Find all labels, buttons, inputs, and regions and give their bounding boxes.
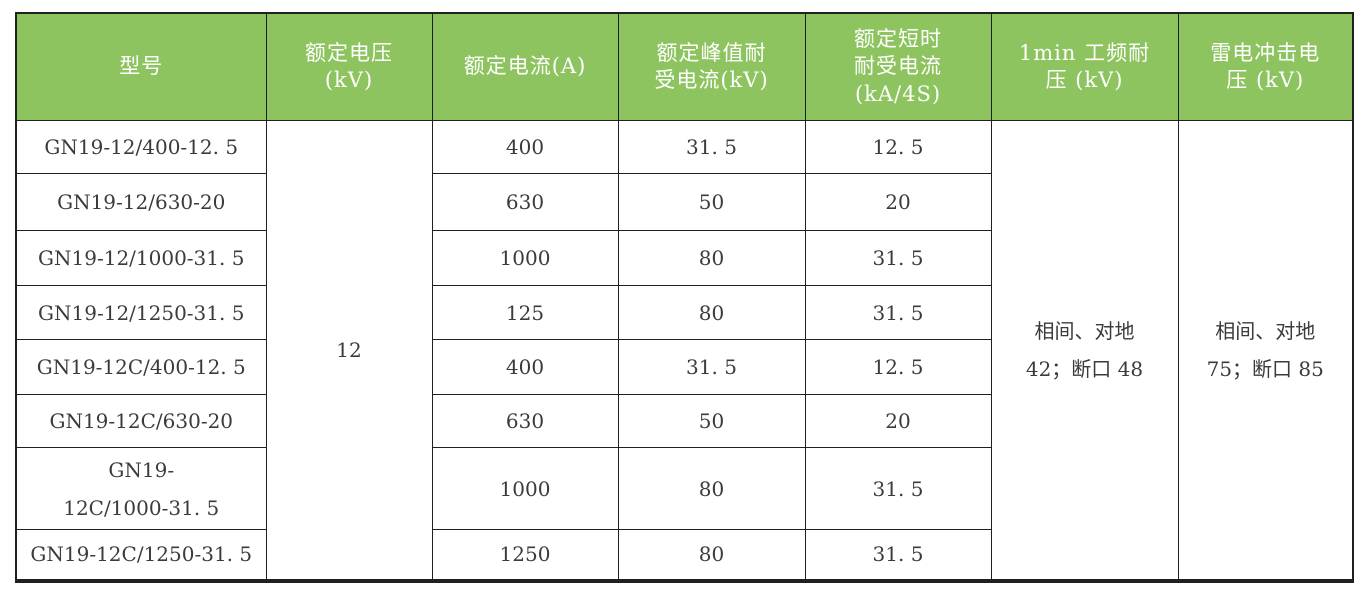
header-short-time-withstand-current: 额定短时 耐受电流 (kA/4S) [804,12,992,121]
rated-current-cell: 1000 [431,447,619,530]
model-cell: GN19- 12C/1000-31. 5 [15,447,267,530]
short-time-current-cell: 31. 5 [804,285,992,340]
model-cell: GN19-12/400-12. 5 [15,120,267,174]
table-row: GN19-12/1000-31. 5 1000 80 31. 5 [15,230,1353,286]
peak-current-cell: 80 [617,529,806,581]
header-rated-current: 额定电流(A) [431,12,619,121]
spec-table: 型号 额定电压 (kV) 额定电流(A) 额定峰值耐 受电流(kV) 额定短时 … [15,12,1354,583]
short-time-current-cell: 31. 5 [804,447,992,530]
power-frequency-withstand-merged-cell: 相间、对地 42；断口 48 [990,120,1179,581]
rated-current-cell: 1250 [431,529,619,581]
rated-current-cell: 125 [431,285,619,340]
rated-current-cell: 630 [431,394,619,448]
short-time-current-cell: 31. 5 [804,529,992,581]
table-row: GN19- 12C/1000-31. 5 1000 80 31. 5 [15,447,1353,530]
header-power-frequency-withstand-voltage: 1min 工频耐 压 (kV) [990,12,1179,121]
short-time-current-cell: 20 [804,394,992,448]
rated-current-cell: 400 [431,339,619,395]
peak-current-cell: 80 [617,447,806,530]
table-row: GN19-12/1250-31. 5 125 80 31. 5 [15,285,1353,340]
peak-current-cell: 50 [617,394,806,448]
peak-current-cell: 80 [617,285,806,340]
peak-current-cell: 50 [617,173,806,231]
header-peak-withstand-current: 额定峰值耐 受电流(kV) [617,12,806,121]
rated-voltage-merged-cell: 12 [265,120,433,581]
header-model: 型号 [15,12,267,121]
peak-current-cell: 80 [617,230,806,286]
table-row: GN19-12C/1250-31. 5 1250 80 31. 5 [15,529,1353,581]
model-cell: GN19-12/1250-31. 5 [15,285,267,340]
table-header: 型号 额定电压 (kV) 额定电流(A) 额定峰值耐 受电流(kV) 额定短时 … [15,12,1354,121]
short-time-current-cell: 12. 5 [804,120,992,174]
table-row: GN19-12/400-12. 5 12 400 31. 5 12. 5 相间、… [15,120,1354,581]
model-cell: GN19-12C/630-20 [15,394,267,448]
lightning-impulse-merged-cell: 相间、对地 75；断口 85 [1177,120,1354,581]
table-body: GN19-12/400-12. 5 12 400 31. 5 12. 5 相间、… [15,120,1354,581]
model-cell: GN19-12/630-20 [15,173,267,231]
model-cell: GN19-12/1000-31. 5 [15,230,267,286]
peak-current-cell: 31. 5 [617,120,806,174]
short-time-current-cell: 12. 5 [804,339,992,395]
short-time-current-cell: 20 [804,173,992,231]
model-cell: GN19-12C/1250-31. 5 [15,529,267,581]
rated-current-cell: 400 [431,120,619,174]
table-row: GN19-12C/630-20 630 50 20 [15,394,1353,448]
rated-current-cell: 630 [431,173,619,231]
short-time-current-cell: 31. 5 [804,230,992,286]
header-row: 型号 额定电压 (kV) 额定电流(A) 额定峰值耐 受电流(kV) 额定短时 … [15,12,1354,121]
model-cell: GN19-12C/400-12. 5 [15,339,267,395]
table-row: GN19-12C/400-12. 5 400 31. 5 12. 5 [15,339,1353,395]
header-lightning-impulse-voltage: 雷电冲击电 压 (kV) [1177,12,1354,121]
peak-current-cell: 31. 5 [617,339,806,395]
header-rated-voltage: 额定电压 (kV) [265,12,433,121]
rated-current-cell: 1000 [431,230,619,286]
